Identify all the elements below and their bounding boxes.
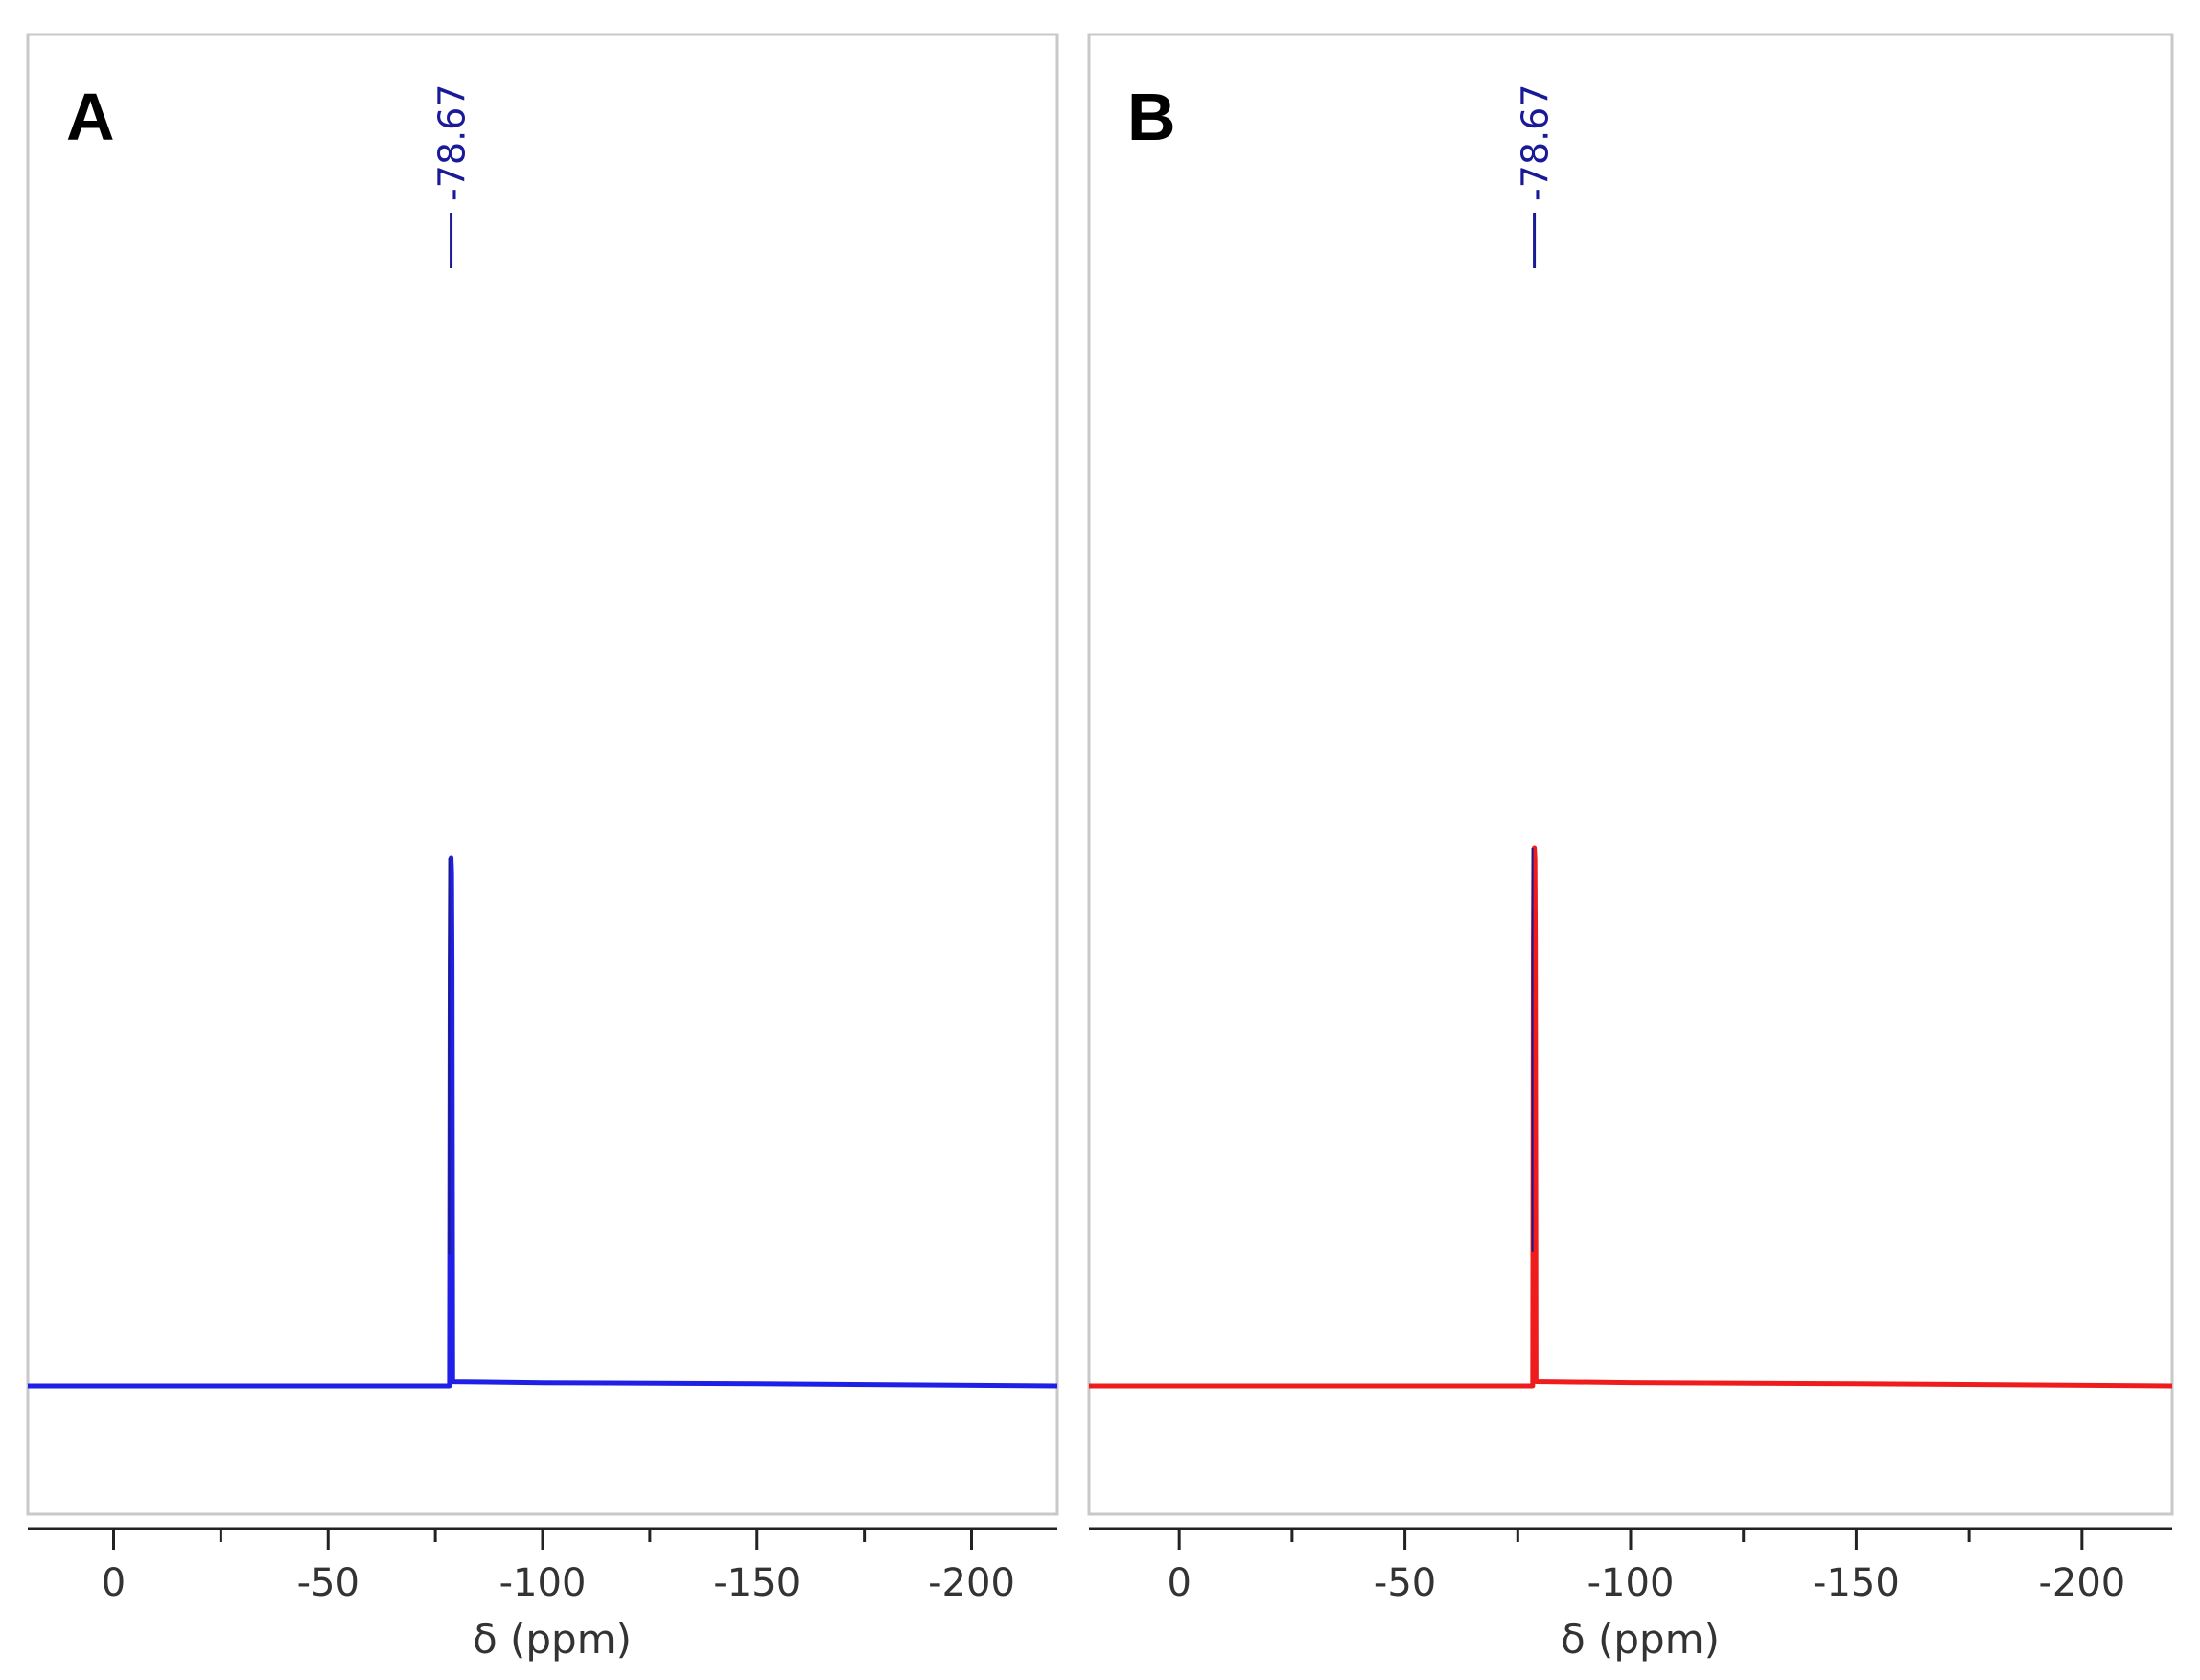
plot-frame	[26, 33, 1059, 1516]
x-tick-label: -150	[713, 1561, 800, 1605]
x-tick-label: -200	[928, 1561, 1015, 1605]
x-tick-label: -150	[1813, 1561, 1900, 1605]
panel-letter: A	[66, 80, 115, 154]
x-axis-label: δ (ppm)	[473, 1616, 632, 1663]
spectrum-line	[28, 855, 1058, 1389]
chart-panel-b: B -78.67 0 -50 -100 -150 -200 δ (ppm)	[1087, 33, 2174, 1663]
x-tick-label: -100	[1587, 1561, 1675, 1605]
peak-label: -78.67	[1515, 84, 1557, 202]
panel-letter: B	[1127, 80, 1176, 154]
x-tick-label: -100	[499, 1561, 587, 1605]
peak-label: -78.67	[431, 84, 474, 202]
x-tick-label: -50	[297, 1561, 359, 1605]
plot-frame	[1087, 33, 2174, 1516]
spectrum-line	[1089, 845, 2173, 1389]
x-tick-label: -200	[2038, 1561, 2125, 1605]
x-tick-label: 0	[1167, 1561, 1191, 1605]
x-tick-label: -50	[1374, 1561, 1436, 1605]
x-axis-label: δ (ppm)	[1561, 1616, 1720, 1663]
chart-panel-a: A -78.67 0 -50 -100 -150 -200 δ (ppm)	[26, 33, 1059, 1663]
x-tick-label: 0	[102, 1561, 126, 1605]
